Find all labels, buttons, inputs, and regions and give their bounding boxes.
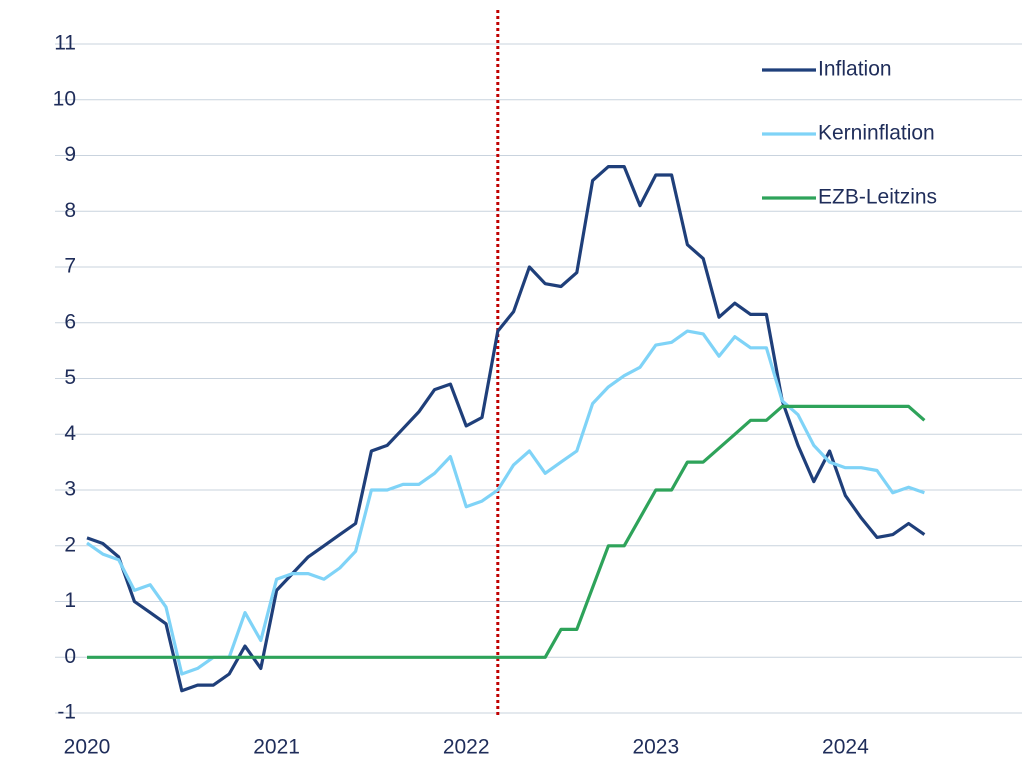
x-tick-label: 2024 <box>822 736 869 759</box>
x-tick-label: 2021 <box>253 736 300 759</box>
legend-label: Inflation <box>818 58 892 81</box>
y-tick-label: 7 <box>64 255 76 278</box>
y-tick-label: 8 <box>64 199 76 222</box>
y-tick-label: 11 <box>54 32 76 55</box>
y-tick-label: 9 <box>64 143 76 166</box>
y-tick-label: 0 <box>64 645 76 668</box>
x-tick-label: 2022 <box>443 736 490 759</box>
legend-label: Kerninflation <box>818 122 935 145</box>
y-tick-label: 6 <box>64 310 76 333</box>
line-series <box>86 165 926 693</box>
legend-label: EZB-Leitzins <box>818 186 937 209</box>
x-tick-label: 2020 <box>64 736 111 759</box>
y-tick-label: 3 <box>64 478 76 501</box>
line-series <box>86 329 925 676</box>
y-tick-label: 4 <box>64 422 76 445</box>
y-tick-label: 10 <box>53 87 76 110</box>
line-series <box>87 404 926 659</box>
y-tick-label: -1 <box>57 701 76 724</box>
x-tick-label: 2023 <box>632 736 679 759</box>
y-tick-label: 1 <box>64 589 76 612</box>
y-tick-label: 5 <box>64 366 76 389</box>
y-tick-label: 2 <box>64 533 76 556</box>
